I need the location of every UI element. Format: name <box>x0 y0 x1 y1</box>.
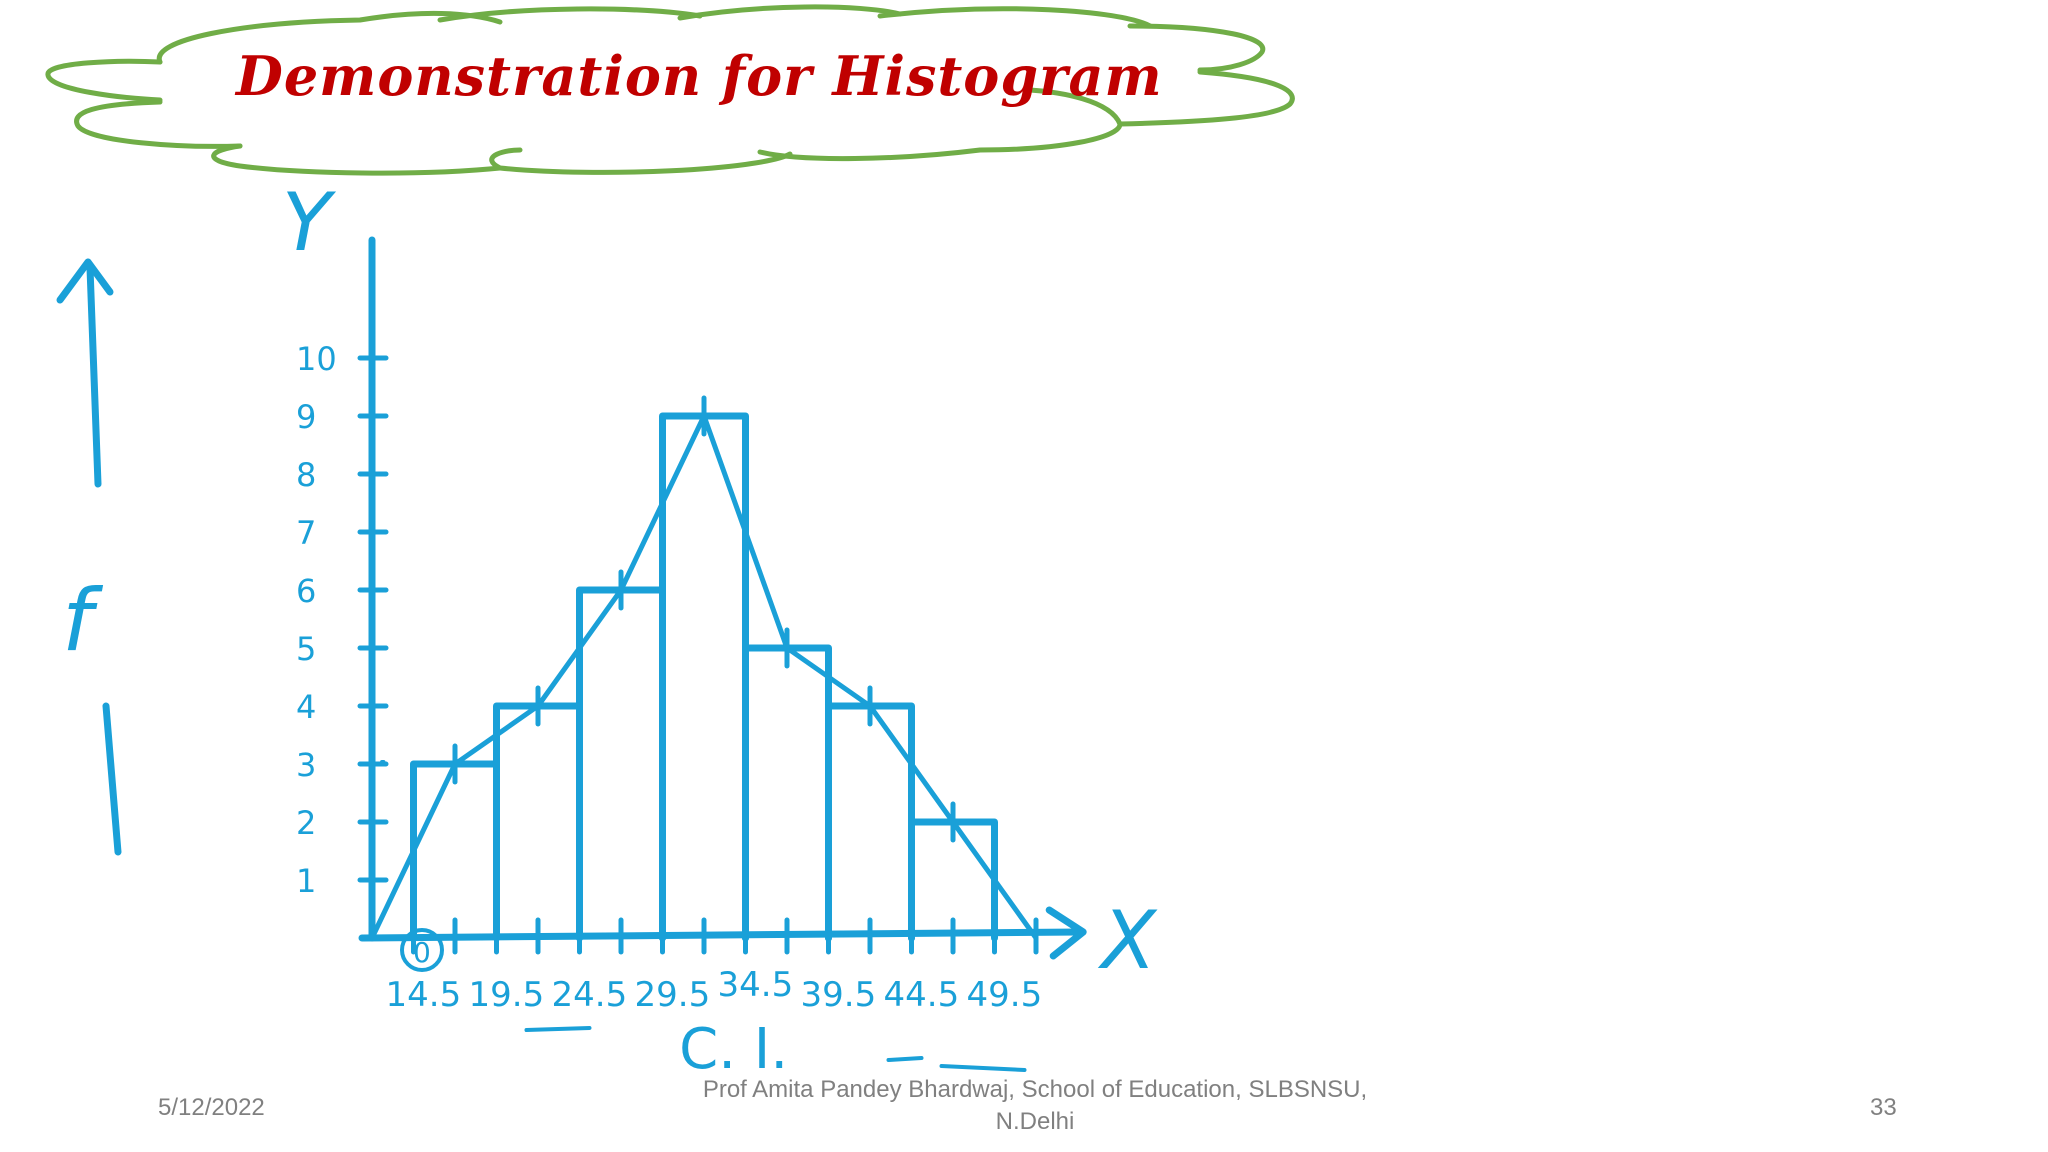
y-tick-label: 2 <box>296 804 316 842</box>
x-label-underline <box>524 1026 592 1032</box>
y-tick-label: 6 <box>296 572 316 610</box>
histogram-bar <box>493 702 583 942</box>
f-lower-stroke <box>102 702 122 856</box>
y-tick-label: 3 <box>296 746 316 784</box>
origin-label: 0 <box>413 936 431 969</box>
x-tick-label: 49.5 <box>967 975 1043 1015</box>
x-tick-label: 19.5 <box>469 975 545 1015</box>
y-tick-label: 4 <box>296 688 316 726</box>
x-tick-label: 39.5 <box>801 975 877 1015</box>
x-axis-arrowhead <box>1045 906 1087 960</box>
y-tick-label: 9 <box>296 398 316 436</box>
x-axis-letter: X <box>1097 894 1158 987</box>
x-tick-label: 44.5 <box>884 975 960 1015</box>
f-arrow-shaft <box>86 264 102 488</box>
y-axis-letter: Y <box>282 176 337 269</box>
histogram-bar <box>825 702 915 942</box>
footer-date: 5/12/2022 <box>158 1094 265 1121</box>
y-tick-label: 7 <box>296 514 316 552</box>
x-axis <box>358 928 1085 942</box>
x-tick-label: 29.5 <box>635 975 711 1015</box>
histogram-bar <box>410 760 500 942</box>
frequency-polygon <box>369 413 1039 941</box>
histogram-bar <box>742 644 832 942</box>
x-label-dash <box>886 1056 1027 1072</box>
x-tick-label: 14.5 <box>386 975 462 1015</box>
y-axis-label: f <box>62 571 104 671</box>
y-tick-label: 5 <box>296 630 316 668</box>
footer-page-number: 33 <box>1870 1094 1897 1121</box>
x-tick-label: 34.5 <box>718 965 794 1005</box>
y-tick-label: 1 <box>296 862 316 900</box>
x-axis-label: C. I. <box>679 1017 788 1082</box>
f-arrow-head <box>56 258 114 304</box>
y-tick-label: 10 <box>296 340 337 378</box>
footer-author: Prof Amita Pandey Bhardwaj, School of Ed… <box>702 1076 1368 1135</box>
title-cloud-shape <box>45 4 1295 176</box>
origin-circle <box>400 928 444 972</box>
x-tick-label: 24.5 <box>552 975 628 1015</box>
y-tick-label: 8 <box>296 456 316 494</box>
histogram-bar <box>576 586 666 942</box>
slide-title: Demonstration for Histogram <box>236 44 1163 108</box>
